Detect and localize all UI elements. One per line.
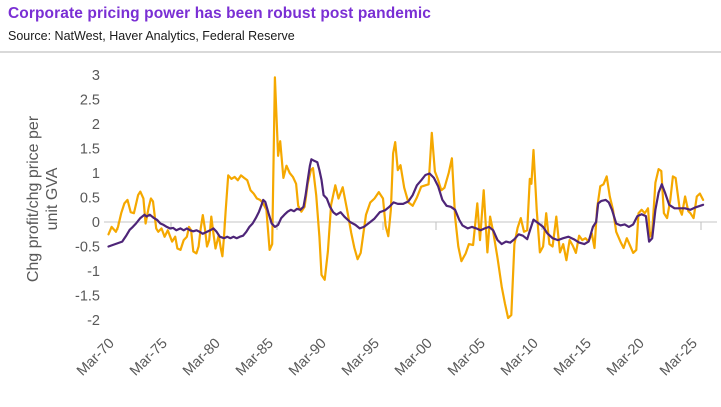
- x-axis-tick-label: Mar-75: [127, 336, 171, 380]
- y-axis-tick-label: 1.5: [80, 142, 100, 158]
- header-separator: [0, 51, 721, 53]
- y-axis-tick-label: 1: [92, 166, 100, 182]
- x-axis-tick-label: Mar-10: [498, 336, 542, 380]
- y-axis-tick-label: 2.5: [80, 93, 100, 109]
- source-text: Source: NatWest, Haver Analytics, Federa…: [8, 29, 295, 43]
- x-axis-tick-label: Mar-00: [392, 336, 436, 380]
- y-axis-tick-label: 0.5: [80, 191, 100, 207]
- x-axis-tick-label: Mar-25: [657, 336, 701, 380]
- y-axis-tick-label: -1: [87, 264, 100, 280]
- x-axis-tick-label: Mar-15: [551, 336, 595, 380]
- y-axis-tick-label: -0.5: [75, 240, 100, 256]
- y-axis-tick-label: -2: [87, 313, 100, 329]
- x-axis-tick-label: Mar-95: [339, 336, 383, 380]
- y-axis-title-line1: Chg profit/chg price per: [25, 115, 42, 282]
- x-axis-tick-label: Mar-85: [233, 336, 277, 380]
- series-line-purple: [107, 158, 705, 248]
- x-axis-tick-label: Mar-05: [445, 336, 489, 380]
- y-axis-tick-label: 3: [92, 68, 100, 84]
- page-title: Corporate pricing power has been robust …: [8, 5, 431, 22]
- y-axis-tick-label: 0: [92, 215, 100, 231]
- x-axis-tick-label: Mar-80: [180, 336, 224, 380]
- x-axis-tick-label: Mar-20: [604, 336, 648, 380]
- y-axis-tick-label: 2: [92, 117, 100, 133]
- y-axis-tick-label: -1.5: [75, 289, 100, 305]
- x-axis-tick-label: Mar-70: [74, 336, 118, 380]
- x-axis-tick-label: Mar-90: [286, 336, 330, 380]
- series-line-orange: [107, 76, 705, 320]
- y-axis-title-line2: unit GVA: [44, 167, 61, 230]
